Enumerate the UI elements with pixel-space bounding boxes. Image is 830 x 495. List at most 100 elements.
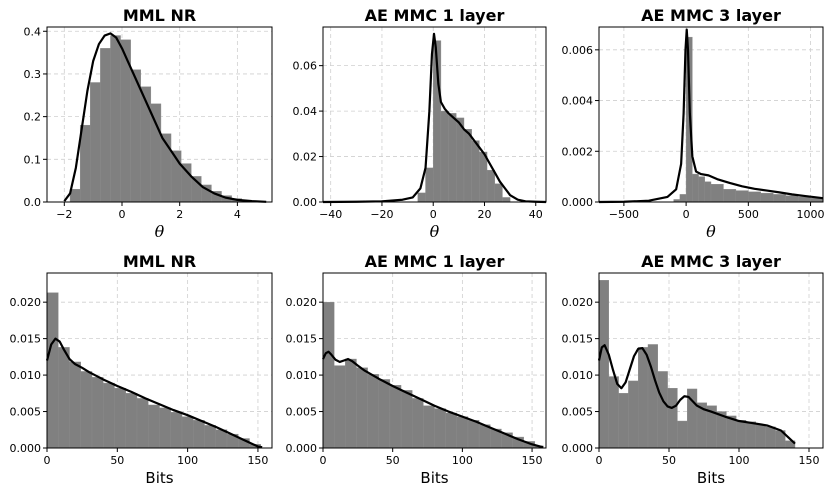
- histogram-bar: [333, 365, 346, 449]
- histogram-bar: [471, 140, 480, 203]
- x-tick-label: 0: [320, 454, 327, 467]
- histogram-bar: [456, 117, 465, 203]
- histogram-bar: [679, 194, 687, 203]
- x-tick-label: −500: [609, 208, 639, 221]
- histogram-bar: [628, 380, 639, 449]
- histogram-bar: [704, 181, 712, 203]
- axes-frame: [598, 26, 824, 203]
- y-tick-label: 0.00: [293, 196, 318, 209]
- histogram-bar: [46, 292, 59, 449]
- x-tick-label: 1000: [797, 208, 825, 221]
- histogram-bar: [150, 103, 162, 203]
- histogram-bar: [58, 347, 70, 449]
- x-tick-label: 0: [430, 208, 437, 221]
- histogram-bar: [425, 167, 434, 203]
- histogram-bar: [723, 189, 737, 203]
- histogram-bar: [710, 184, 724, 203]
- histogram-bar: [456, 416, 469, 449]
- x-tick-label: 50: [110, 454, 124, 467]
- histogram-bar: [193, 420, 205, 449]
- histogram-bar: [114, 388, 126, 449]
- histogram-bar: [797, 196, 811, 203]
- subplot-5: 0 50 100 150 0.000 0.005 0.010 0.015 0.020 AE MMC…: [286, 252, 547, 487]
- histogram-bar: [448, 113, 457, 203]
- kde-curve: [322, 32, 547, 204]
- y-tick-label: 0.0: [24, 196, 42, 209]
- histogram-bar: [322, 301, 335, 449]
- axes-frame: [46, 26, 273, 203]
- x-axis-label: Bits: [420, 469, 448, 487]
- histogram-bar: [79, 124, 91, 203]
- y-tick-label: 0.005: [562, 406, 594, 419]
- histogram-bar: [618, 393, 629, 449]
- x-tick-label: 0: [596, 454, 603, 467]
- x-tick-label: 150: [799, 454, 820, 467]
- x-tick-label: 500: [738, 208, 759, 221]
- histogram-bar: [181, 416, 194, 449]
- y-tick-label: 0.4: [24, 25, 42, 38]
- histogram-bar: [378, 379, 391, 449]
- histogram-bar: [367, 374, 379, 449]
- x-tick-label: −40: [319, 208, 342, 221]
- subplot-title: AE MMC 3 layer: [641, 252, 781, 271]
- histogram-bar: [494, 183, 503, 203]
- histogram-bar: [204, 425, 216, 449]
- histogram-bar: [445, 412, 457, 449]
- subplot-3: −500 0 500 1000 0.000 0.002 0.004 0.006 AE MMC 3…: [562, 6, 825, 241]
- histogram-bar: [434, 408, 446, 449]
- histogram-bar: [735, 190, 749, 203]
- x-axis-label: θ: [430, 222, 440, 241]
- histogram-bar: [755, 424, 766, 449]
- y-tick-label: 0.010: [562, 369, 594, 382]
- histogram-bar: [440, 110, 449, 203]
- subplot-6: 0 50 100 150 0.000 0.005 0.010 0.015 0.020 AE MMC…: [562, 252, 824, 487]
- y-tick-label: 0.010: [10, 369, 42, 382]
- histogram-bar: [657, 371, 668, 449]
- histogram-bar: [478, 424, 491, 449]
- subplot-title: AE MMC 1 layer: [365, 6, 505, 25]
- axes-frame: [322, 26, 547, 203]
- x-tick-label: −20: [370, 208, 393, 221]
- y-tick-label: 0.000: [562, 196, 594, 209]
- histogram-bar: [785, 195, 799, 203]
- histogram-bar: [130, 69, 141, 203]
- histogram-bar: [748, 191, 761, 203]
- histogram-bar: [136, 398, 149, 449]
- histogram-bar: [692, 173, 699, 203]
- histogram-bar: [356, 367, 368, 449]
- x-axis-label: θ: [706, 222, 716, 241]
- subplot-4: 0 50 100 150 0.000 0.005 0.010 0.015 0.020 MML NR…: [10, 252, 273, 487]
- y-tick-label: 0.015: [286, 333, 318, 346]
- histogram-bar: [486, 169, 495, 203]
- kde-curve: [597, 344, 796, 445]
- kde-curve: [63, 32, 267, 203]
- histogram-bar: [125, 393, 138, 449]
- histogram-bar: [140, 86, 152, 203]
- y-tick-label: 0.005: [286, 406, 318, 419]
- histogram-bar: [170, 412, 183, 449]
- histogram-bar: [638, 347, 649, 449]
- axes-frame: [598, 272, 824, 449]
- x-tick-label: 150: [522, 454, 543, 467]
- y-tick-label: 0.2: [24, 111, 42, 124]
- y-tick-label: 0.020: [562, 296, 594, 309]
- x-tick-label: 0: [44, 454, 51, 467]
- subplot-2: −40 −20 0 20 40 0.00 0.02 0.04 0.06 AE MMC 1 laye…: [293, 6, 547, 241]
- histogram-bar: [598, 280, 610, 449]
- y-tick-label: 0.000: [562, 442, 594, 455]
- histogram-bar: [773, 194, 786, 203]
- y-tick-label: 0.02: [293, 151, 318, 164]
- x-tick-label: 50: [386, 454, 400, 467]
- x-tick-label: 0: [119, 208, 126, 221]
- y-tick-label: 0.015: [10, 333, 42, 346]
- histogram-bar: [69, 361, 81, 449]
- histogram-bar: [417, 192, 426, 203]
- y-tick-label: 0.04: [293, 105, 318, 118]
- histogram-bar: [608, 376, 619, 449]
- x-tick-label: 50: [662, 454, 676, 467]
- x-tick-label: 100: [452, 454, 473, 467]
- y-tick-label: 0.06: [293, 60, 318, 73]
- histogram-bar: [467, 420, 480, 449]
- x-axis-label: Bits: [697, 469, 725, 487]
